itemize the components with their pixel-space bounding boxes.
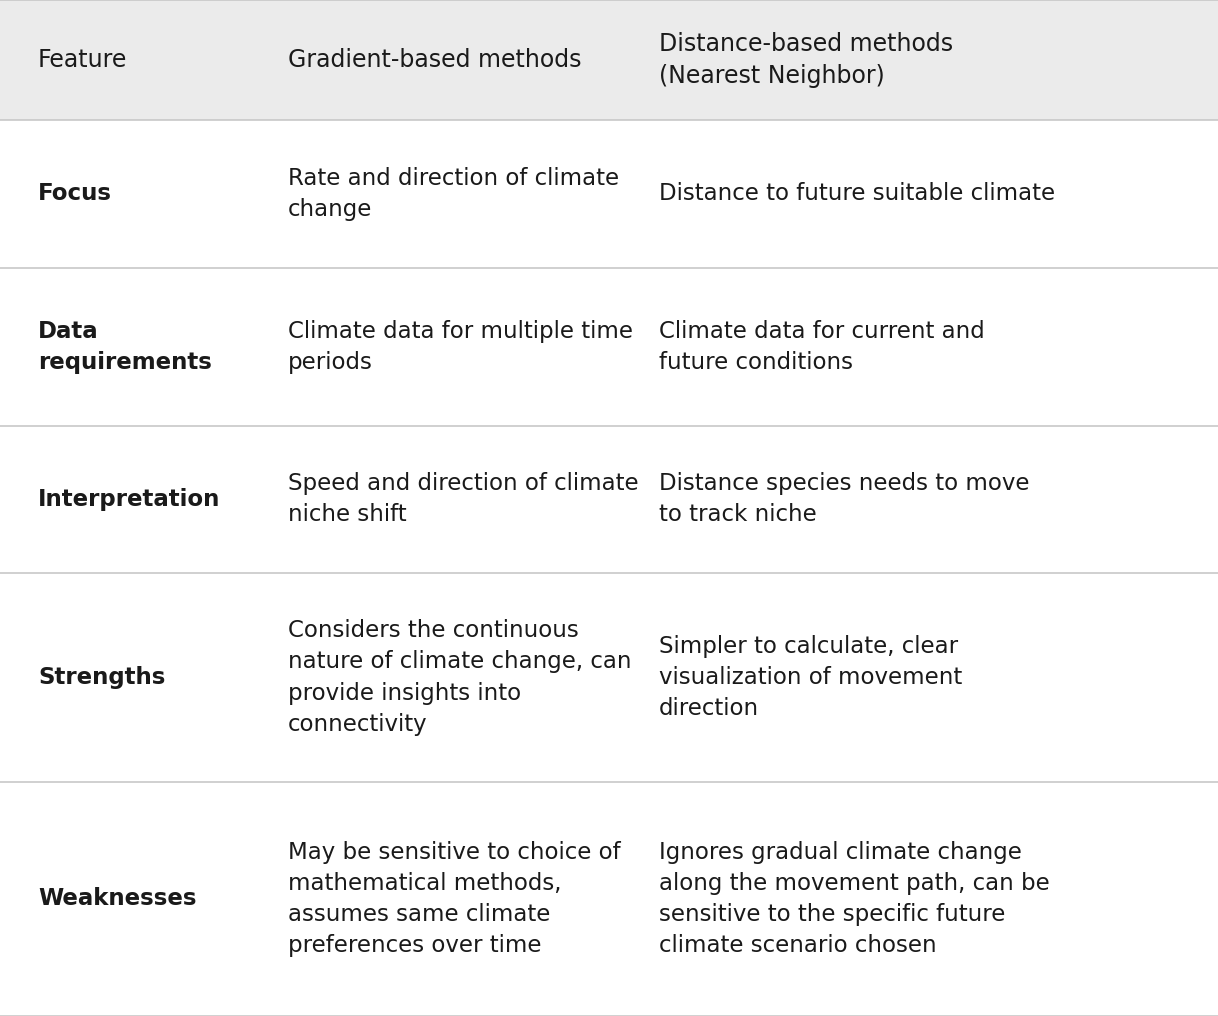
Text: Climate data for current and
future conditions: Climate data for current and future cond… <box>659 320 985 374</box>
Bar <box>0 573 1218 782</box>
Bar <box>0 268 1218 426</box>
Text: Climate data for multiple time
periods: Climate data for multiple time periods <box>287 320 632 374</box>
Text: Focus: Focus <box>38 183 112 205</box>
Bar <box>0 782 1218 1016</box>
Text: Feature: Feature <box>38 48 128 72</box>
Text: Gradient-based methods: Gradient-based methods <box>287 48 581 72</box>
Text: Speed and direction of climate
niche shift: Speed and direction of climate niche shi… <box>287 472 638 526</box>
Text: Distance to future suitable climate: Distance to future suitable climate <box>659 183 1055 205</box>
Text: Distance-based methods
(Nearest Neighbor): Distance-based methods (Nearest Neighbor… <box>659 31 954 88</box>
Text: Considers the continuous
nature of climate change, can
provide insights into
con: Considers the continuous nature of clima… <box>287 620 631 736</box>
Text: Distance species needs to move
to track niche: Distance species needs to move to track … <box>659 472 1029 526</box>
Text: Simpler to calculate, clear
visualization of movement
direction: Simpler to calculate, clear visualizatio… <box>659 635 962 720</box>
Bar <box>0 120 1218 268</box>
Text: Strengths: Strengths <box>38 666 166 689</box>
Text: May be sensitive to choice of
mathematical methods,
assumes same climate
prefere: May be sensitive to choice of mathematic… <box>287 841 620 957</box>
Text: Weaknesses: Weaknesses <box>38 887 196 910</box>
Text: Ignores gradual climate change
along the movement path, can be
sensitive to the : Ignores gradual climate change along the… <box>659 841 1050 957</box>
Text: Rate and direction of climate
change: Rate and direction of climate change <box>287 167 619 221</box>
Bar <box>0 426 1218 573</box>
Bar <box>0 0 1218 120</box>
Text: Data
requirements: Data requirements <box>38 320 212 374</box>
Text: Interpretation: Interpretation <box>38 488 220 511</box>
